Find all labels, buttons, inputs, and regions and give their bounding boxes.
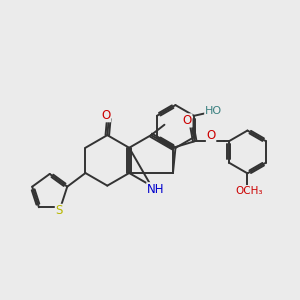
Text: NH: NH	[147, 183, 164, 196]
Text: O: O	[183, 114, 192, 127]
Text: O: O	[101, 109, 110, 122]
Text: S: S	[56, 204, 63, 217]
Text: OCH₃: OCH₃	[235, 186, 263, 196]
Text: O: O	[206, 129, 216, 142]
Text: HO: HO	[205, 106, 222, 116]
